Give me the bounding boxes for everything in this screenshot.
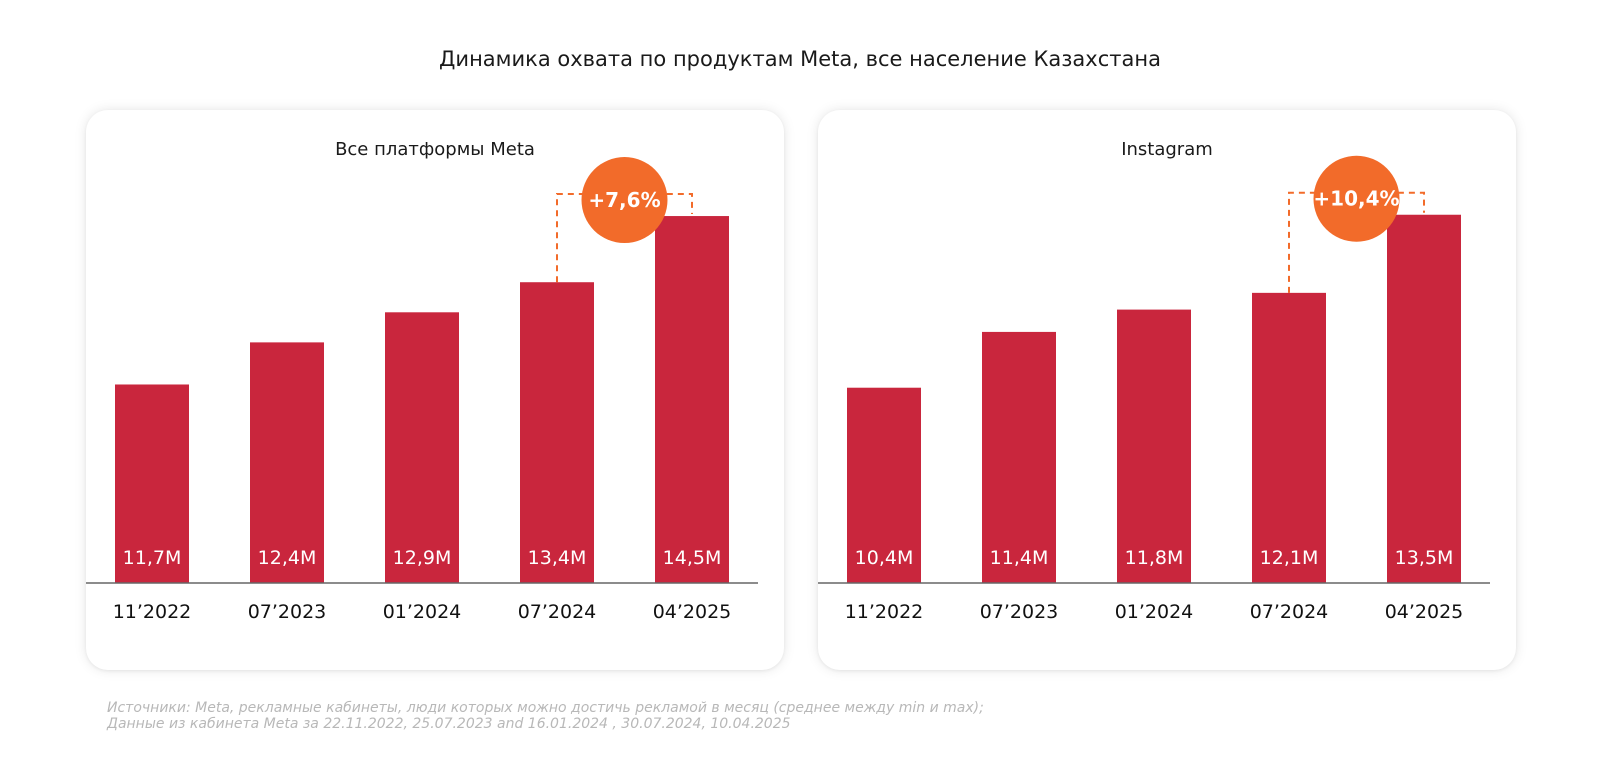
page-title: Динамика охвата по продуктам Meta, все н… — [439, 47, 1161, 71]
x-tick-label: 11’2022 — [113, 601, 192, 623]
growth-badge — [581, 157, 668, 244]
bar-value-label: 13,5M — [1395, 547, 1454, 569]
bar-value-label: 11,7M — [123, 547, 182, 569]
bar-012024 — [1117, 309, 1191, 583]
bar-072024 — [1252, 292, 1326, 583]
bar-072024 — [520, 282, 594, 583]
bar-value-label: 12,1M — [1260, 547, 1319, 569]
bar-value-label: 12,9M — [393, 547, 452, 569]
bar-value-label: 13,4M — [528, 547, 587, 569]
x-tick-label: 04’2025 — [653, 601, 732, 623]
chart-panel-instagram: Instagram 10,4M 11’2022 11,4M 07’2023 11,8M 01… — [818, 110, 1516, 670]
bar-072023 — [982, 331, 1056, 583]
bar-value-label: 11,4M — [990, 547, 1049, 569]
bar-value-label: 10,4M — [855, 547, 914, 569]
bar-042025 — [1387, 214, 1461, 583]
bar-042025 — [655, 216, 729, 583]
chart-title: Instagram — [1121, 139, 1213, 160]
x-tick-label: 04’2025 — [1385, 601, 1464, 623]
x-tick-label: 01’2024 — [1115, 601, 1194, 623]
bar-012024 — [385, 312, 459, 583]
chart-all-meta-platforms: Все платформы Meta 11,7M 11’2022 12,4M 07’20… — [86, 139, 758, 623]
chart-instagram: Instagram 10,4M 11’2022 11,4M 07’2023 11,8M 01… — [818, 139, 1490, 623]
x-tick-label: 07’2023 — [980, 601, 1059, 623]
source-note: Источники: Meta, рекламные кабинеты, люд… — [107, 700, 1407, 732]
bar-112022 — [847, 387, 921, 583]
bar-value-label: 12,4M — [258, 547, 317, 569]
bar-value-label: 14,5M — [663, 547, 722, 569]
growth-badge-label: +10,4% — [1313, 187, 1399, 211]
chart-title: Все платформы Meta — [335, 139, 535, 160]
source-note-line-1: Источники: Meta, рекламные кабинеты, люд… — [107, 700, 984, 716]
chart-panel-all-meta: Все платформы Meta 11,7M 11’2022 12,4M 07’20… — [86, 110, 784, 670]
bar-072023 — [250, 342, 324, 583]
source-note-line-2: Данные из кабинета Meta за 22.11.2022, 2… — [107, 716, 791, 732]
x-tick-label: 11’2022 — [845, 601, 924, 623]
x-tick-label: 01’2024 — [383, 601, 462, 623]
bar-value-label: 11,8M — [1125, 547, 1184, 569]
bar-112022 — [115, 384, 189, 583]
x-tick-label: 07’2024 — [1250, 601, 1329, 623]
growth-badge — [1313, 155, 1400, 242]
x-tick-label: 07’2024 — [518, 601, 597, 623]
x-tick-label: 07’2023 — [248, 601, 327, 623]
growth-badge-label: +7,6% — [588, 188, 660, 212]
